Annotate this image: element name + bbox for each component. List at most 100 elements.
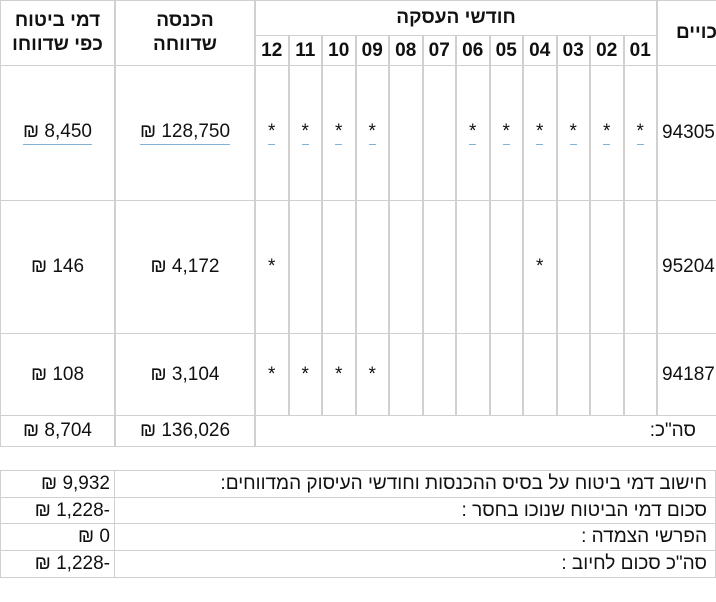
month-cell: [456, 200, 490, 334]
income-header: הכנסה שדווחה: [115, 0, 255, 66]
month-number: 10: [328, 39, 350, 61]
month-cell: *: [623, 65, 657, 201]
total-label-text: סה"כ:: [649, 420, 696, 441]
months-title: חודשי העסקה: [255, 0, 657, 36]
month-cell: [389, 200, 423, 334]
month-number: 09: [361, 39, 383, 61]
total-value: ₪ 8,704: [23, 420, 92, 441]
month-number: 11: [295, 39, 316, 61]
month-cell: [389, 65, 423, 201]
id-value: 94187: [662, 363, 715, 385]
month-header: 10: [322, 35, 356, 66]
summary-value: ₪ 9,932: [0, 470, 115, 498]
income-value: ₪ 4,172: [150, 256, 220, 277]
month-cell: [355, 200, 389, 334]
insurance-value: ₪ 8,450: [23, 121, 92, 145]
income-cell: ₪ 3,104: [115, 333, 255, 416]
month-header: 09: [355, 35, 389, 66]
month-mark: *: [268, 363, 276, 385]
month-cell: [389, 333, 423, 416]
total-value: ₪ 136,026: [139, 420, 231, 441]
month-header: 12: [255, 35, 289, 66]
month-mark: *: [268, 121, 276, 145]
month-number: 05: [495, 39, 517, 61]
summary-label: הפרשי הצמדה :: [114, 523, 716, 551]
month-cell: [523, 333, 557, 416]
month-cell: *: [556, 65, 590, 201]
summary-label-text: סכום דמי הביטוח שנוכו בחסר :: [461, 499, 707, 521]
month-cell: *: [322, 333, 356, 416]
month-cell: [422, 65, 456, 201]
summary-label: סה"כ סכום לחיוב :: [114, 550, 716, 578]
month-cell: [422, 200, 456, 334]
month-header: 04: [523, 35, 557, 66]
month-cell: [489, 333, 523, 416]
month-mark: *: [569, 121, 577, 145]
month-cell: *: [523, 65, 557, 201]
summary-label-text: הפרשי הצמדה :: [581, 526, 707, 547]
month-mark: *: [603, 121, 611, 145]
month-cell: [288, 200, 322, 334]
month-cell: *: [523, 200, 557, 334]
month-cell: *: [355, 65, 389, 201]
month-mark: *: [301, 363, 309, 385]
month-mark: *: [301, 121, 309, 145]
month-header: 11: [288, 35, 322, 66]
income-value: ₪ 128,750: [139, 121, 231, 145]
income-cell: ₪ 4,172: [115, 200, 255, 334]
insurance-value: ₪ 146: [30, 256, 85, 277]
month-mark: *: [636, 121, 644, 145]
month-mark: *: [536, 121, 544, 145]
month-header: 08: [389, 35, 423, 66]
month-cell: *: [590, 65, 624, 201]
total-insurance: ₪ 8,704: [0, 415, 115, 447]
month-header: 03: [556, 35, 590, 66]
month-cell: *: [456, 65, 490, 201]
month-cell: [322, 200, 356, 334]
month-mark: *: [502, 121, 510, 145]
header-line: שדווחה: [153, 34, 217, 55]
id-cell: 94305: [657, 65, 716, 201]
id-header: כויים: [657, 0, 716, 66]
total-income: ₪ 136,026: [115, 415, 255, 447]
month-header: 02: [590, 35, 624, 66]
insurance-cell: ₪ 108: [0, 333, 115, 416]
id-value: 94305: [662, 122, 715, 143]
month-cell: *: [489, 65, 523, 201]
summary-label-text: חישוב דמי ביטוח על בסיס ההכנסות וחודשי ה…: [220, 473, 707, 494]
month-cell: [590, 333, 624, 416]
month-cell: [590, 200, 624, 334]
month-header: 06: [456, 35, 490, 66]
month-mark: *: [368, 363, 376, 385]
id-value: 95204: [662, 256, 715, 277]
insurance-header: דמי ביטוח כפי שדווחו: [0, 0, 115, 66]
month-mark: *: [536, 256, 544, 277]
total-label: סה"כ:: [255, 415, 716, 447]
summary-label: חישוב דמי ביטוח על בסיס ההכנסות וחודשי ה…: [114, 470, 716, 498]
income-cell: ₪ 128,750: [115, 65, 255, 201]
month-header: 05: [489, 35, 523, 66]
header-line: הכנסה: [156, 10, 214, 31]
income-value: ₪ 3,104: [150, 363, 220, 385]
month-number: 12: [261, 39, 283, 61]
month-cell: [556, 200, 590, 334]
month-cell: *: [288, 333, 322, 416]
month-cell: *: [322, 65, 356, 201]
month-header: 07: [422, 35, 456, 66]
header-line: כפי שדווחו: [12, 34, 103, 55]
month-mark: *: [268, 256, 276, 277]
id-cell: 95204: [657, 200, 716, 334]
month-number: 07: [428, 39, 450, 61]
summary-value: ₪ 1,228-: [0, 550, 115, 578]
header-text: חודשי העסקה: [396, 7, 516, 28]
month-mark: *: [469, 121, 477, 145]
summary-value: ₪ 0: [0, 523, 115, 551]
month-cell: [556, 333, 590, 416]
month-cell: [623, 333, 657, 416]
month-mark: *: [368, 121, 376, 145]
month-cell: *: [255, 333, 289, 416]
summary-value-text: ₪ 1,228-: [34, 553, 110, 574]
month-cell: [489, 200, 523, 334]
summary-value-text: ₪ 9,932: [41, 473, 110, 494]
